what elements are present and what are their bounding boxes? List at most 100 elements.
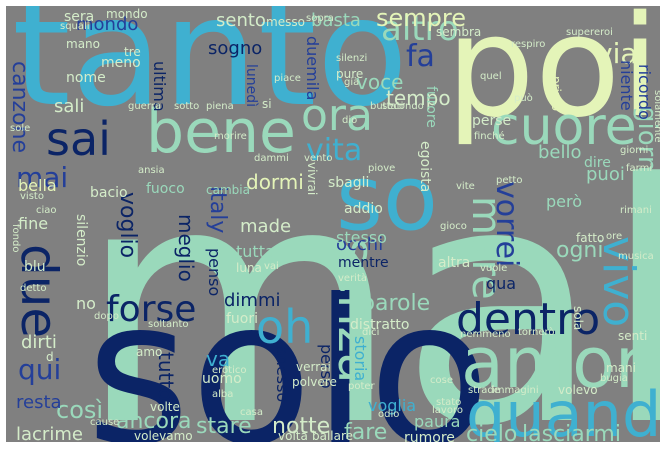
word-mare-13: mare <box>463 196 509 300</box>
word-fuoco-71: fuoco <box>146 181 185 197</box>
word-poi-3: poi <box>446 6 660 149</box>
word-blu-139: blu <box>24 259 46 275</box>
word-egoista-100: egoista <box>417 141 433 193</box>
word-d-173: d <box>46 350 54 364</box>
word-volte-126: volte <box>150 400 180 414</box>
word-tutta-52: tutta <box>236 242 275 261</box>
word-piove-150: piove <box>368 163 396 174</box>
word-mentre-108: mentre <box>338 255 389 271</box>
word-dio-155: dio <box>342 115 358 126</box>
word-meglio-43: meglio <box>174 214 198 282</box>
word-quando-5: quando <box>466 378 660 443</box>
word-sali-68: sali <box>54 96 85 117</box>
word-vivo-14: vivo <box>593 236 644 328</box>
word-sembra-92: sembra <box>436 25 482 39</box>
word-fuori-115: fuori <box>226 311 259 327</box>
word-fine-67: fine <box>18 214 49 233</box>
word-solamente-161: solamente <box>652 90 660 143</box>
word-giorno-25: giorno <box>632 106 660 189</box>
word-bene-6: bene <box>146 97 296 167</box>
word-primo-96: primo <box>549 76 563 111</box>
word-ancora-33: ancora <box>116 409 192 434</box>
word-cose-169: cose <box>430 375 453 386</box>
word-ora-12: ora <box>301 90 373 141</box>
word-senza-10: senza <box>327 238 385 384</box>
word-luna-113: luna <box>236 261 262 275</box>
word-fatto-105: fatto <box>576 231 605 245</box>
word-stare-34: stare <box>196 414 252 439</box>
word-bacio-70: bacio <box>90 185 128 201</box>
word-duemila-78: duemila <box>303 36 322 101</box>
word-stato-132: stato <box>436 397 462 408</box>
word-mondo-40: mondo <box>76 14 139 35</box>
word-cause-145: cause <box>90 417 120 428</box>
word-dammi-153: dammi <box>254 153 289 164</box>
word-silenzio-66: silenzio <box>73 214 89 267</box>
word-odio-170: odio <box>378 409 400 420</box>
word-dici-117: dici <box>362 327 380 338</box>
word-ciao-142: ciao <box>36 205 57 216</box>
word-via-29: via <box>596 37 638 70</box>
word-paura-60: paura <box>414 412 461 431</box>
word-vite-163: vite <box>456 181 475 192</box>
word-solo-1: solo <box>86 257 491 443</box>
word-piace-157: piace <box>274 73 301 84</box>
word-niente-80: niente <box>617 60 636 111</box>
word-volevo-135: volevo <box>558 383 598 397</box>
word-distratto-116: distratto <box>350 317 410 333</box>
word-qua-53: qua <box>486 274 517 293</box>
word-vorrei-24: vorrei <box>489 181 524 268</box>
word-squali-148: squali <box>60 21 90 32</box>
word-dirti-55: dirti <box>21 332 57 353</box>
word-supereroi-94: supereroi <box>566 27 613 38</box>
word-piena-158: piena <box>206 101 234 112</box>
word-silenzi-89: silenzi <box>336 53 368 64</box>
word-fondo-140: fondo <box>10 224 21 253</box>
word-dire-101: dire <box>584 155 611 171</box>
word-sola-138: sola <box>571 306 585 331</box>
word-ultima-77: ultima <box>150 61 169 112</box>
word-basta-39: basta <box>311 10 361 31</box>
word-per--104: però <box>546 192 583 211</box>
word-dentro-11: dentro <box>456 294 601 345</box>
word-ansia-165: ansia <box>138 165 165 176</box>
word-stesso-107: stesso <box>336 228 387 247</box>
word-mai-26: mai <box>16 161 69 194</box>
word-va-56: va <box>206 347 231 371</box>
word-rimani-167: rimani <box>620 205 652 216</box>
word-gi--91: già <box>344 77 360 88</box>
word-vivrai-152: vivrai <box>305 162 319 196</box>
word-visto-166: visto <box>20 191 44 202</box>
word-penso-49: penso <box>205 248 224 297</box>
word-farmi-103: farmi <box>626 163 653 174</box>
word-lacrime-59: lacrime <box>16 424 83 443</box>
word-lavoro-131: lavoro <box>432 405 463 416</box>
word-storia-62: storia <box>351 336 370 382</box>
word-vita-19: vita <box>306 133 363 168</box>
word-messo-87: messo <box>266 15 305 29</box>
word-ballare-129: ballare <box>312 429 354 442</box>
word-mondo-171: mondo <box>106 7 148 21</box>
word-tempo-23: tempo <box>386 86 451 110</box>
word-pu--97: può <box>514 93 533 104</box>
word-mani-137: mani <box>606 361 636 375</box>
word-secondo-156: secondo <box>382 101 424 112</box>
word-due-17: due <box>10 244 68 339</box>
word-voglia-65: voglia <box>368 396 417 415</box>
word-senti-118: senti <box>618 329 648 343</box>
word-addio-74: addio <box>344 201 383 217</box>
word-bugia-136: bugia <box>600 373 628 384</box>
word-occhi-51: occhi <box>336 234 384 255</box>
word-dormi-30: dormi <box>246 170 304 194</box>
word-sento-41: sento <box>216 10 266 31</box>
word-resta-58: resta <box>16 392 62 413</box>
word-guerra-160: guerra <box>128 101 162 112</box>
word-no-54: no <box>76 294 96 313</box>
word-meno-82: meno <box>101 55 141 71</box>
word-si-172: si <box>262 97 272 111</box>
word-fa-20: fa <box>406 39 435 74</box>
word-dimmi-50: dimmi <box>224 290 281 311</box>
word-luned--76: lunedì <box>243 64 259 108</box>
